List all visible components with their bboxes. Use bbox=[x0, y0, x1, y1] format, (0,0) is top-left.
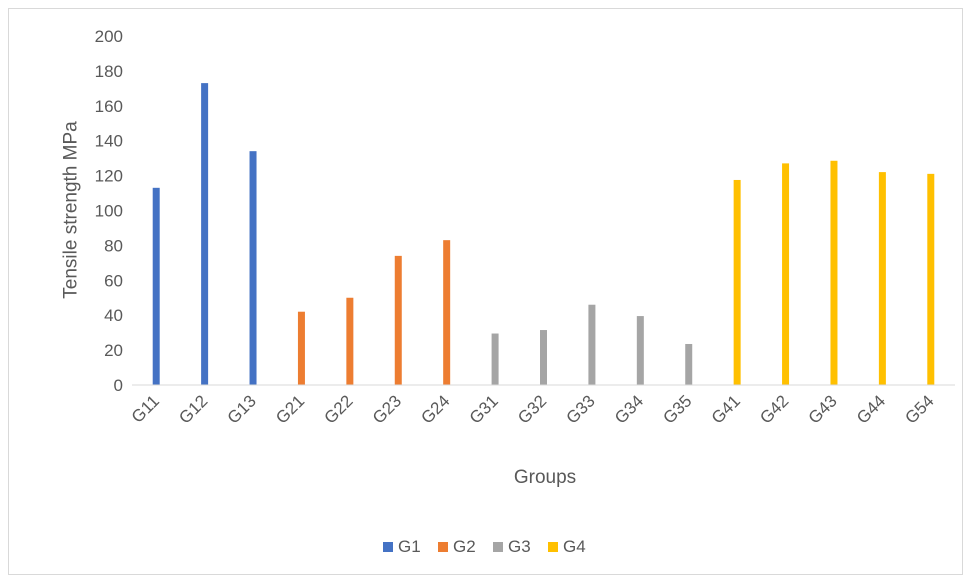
y-tick-label: 0 bbox=[114, 376, 123, 395]
x-axis-title: Groups bbox=[514, 467, 576, 488]
y-tick-label: 40 bbox=[104, 306, 123, 325]
legend-swatch-g3 bbox=[493, 542, 503, 552]
y-tick-label: 200 bbox=[95, 27, 123, 46]
x-tick-label: G43 bbox=[805, 391, 841, 427]
x-tick-label: G35 bbox=[659, 391, 695, 427]
bar-g21 bbox=[297, 311, 305, 385]
bar-g41 bbox=[733, 179, 741, 385]
x-tick-label: G13 bbox=[224, 391, 260, 427]
x-tick-label: G42 bbox=[756, 391, 792, 427]
y-tick-label: 160 bbox=[95, 97, 123, 116]
bar-g43 bbox=[830, 160, 838, 385]
x-tick-label: G11 bbox=[128, 391, 163, 426]
legend-label-g2: G2 bbox=[453, 537, 476, 556]
legend-swatch-g2 bbox=[438, 542, 448, 552]
bar-g13 bbox=[249, 151, 257, 385]
y-tick-label: 100 bbox=[95, 202, 123, 221]
x-tick-label: G34 bbox=[611, 391, 647, 427]
bar-g35 bbox=[685, 343, 693, 385]
x-axis-ticks: G11 G12 G13 G21 G22 G23 G24 G31 G32 G33 G34 G35 G41 G… bbox=[128, 391, 938, 427]
y-tick-label: 180 bbox=[95, 62, 123, 81]
y-tick-label: 120 bbox=[95, 167, 123, 186]
chart-frame bbox=[8, 8, 963, 575]
x-tick-label: G32 bbox=[514, 391, 550, 427]
x-tick-label: G54 bbox=[901, 391, 937, 427]
bar-g42 bbox=[782, 163, 790, 385]
x-tick-label: G41 bbox=[708, 391, 744, 427]
y-tick-label: 20 bbox=[104, 341, 123, 360]
legend-label-g4: G4 bbox=[563, 537, 586, 556]
y-axis-ticks: 0 20 40 60 80 100 120 140 160 180 200 bbox=[95, 27, 123, 395]
y-tick-label: 60 bbox=[104, 271, 123, 290]
x-tick-label: G22 bbox=[321, 391, 357, 427]
y-tick-label: 140 bbox=[95, 132, 123, 151]
bar-g12 bbox=[201, 83, 209, 386]
legend-label-g3: G3 bbox=[508, 537, 531, 556]
x-tick-label: G44 bbox=[853, 391, 889, 427]
x-tick-label: G24 bbox=[417, 391, 453, 427]
legend-swatch-g4 bbox=[548, 542, 558, 552]
y-tick-label: 80 bbox=[104, 236, 123, 255]
bar-g23 bbox=[394, 255, 402, 385]
x-tick-label: G33 bbox=[563, 391, 599, 427]
bar-g32 bbox=[540, 330, 547, 385]
y-axis-title: Tensile strength MPa bbox=[61, 121, 82, 299]
x-tick-label: G21 bbox=[272, 391, 308, 427]
x-tick-label: G12 bbox=[175, 391, 211, 427]
legend-swatch-g1 bbox=[383, 542, 393, 552]
bar-g54 bbox=[927, 173, 935, 385]
legend-label-g1: G1 bbox=[398, 537, 421, 556]
bars bbox=[152, 83, 935, 386]
bar-g31 bbox=[491, 333, 499, 385]
legend: G1 G2 G3 G4 bbox=[383, 537, 586, 556]
bar-g34 bbox=[636, 316, 644, 385]
bar-g44 bbox=[878, 172, 886, 385]
bar-g33 bbox=[588, 304, 596, 385]
bar-g11 bbox=[152, 187, 160, 385]
bar-g22 bbox=[346, 297, 354, 385]
x-tick-label: G31 bbox=[466, 391, 502, 427]
x-tick-label: G23 bbox=[369, 391, 405, 427]
bar-g24 bbox=[443, 240, 451, 385]
